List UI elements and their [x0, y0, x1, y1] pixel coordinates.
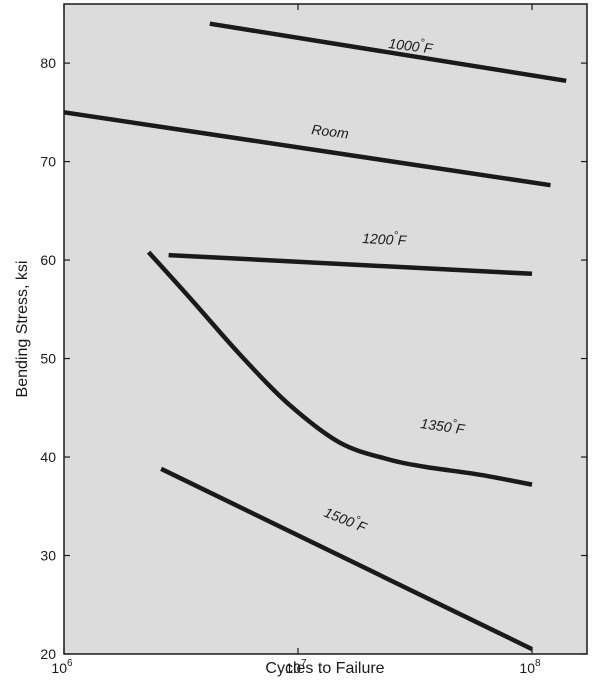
curve-label-1000f: 1000°F	[388, 33, 435, 56]
y-tick-label: 70	[40, 154, 56, 170]
y-tick-label: 40	[40, 449, 56, 465]
x-tick-label: 106	[51, 658, 73, 676]
ticks-layer: 20 30 40 50 60 70 80 106 107 108	[40, 4, 587, 676]
x-axis-title: Cycles to Failure	[265, 660, 384, 677]
curve-label-room: Room	[311, 121, 350, 141]
series-line-1350f	[146, 250, 533, 487]
y-tick-label: 60	[40, 252, 56, 268]
series-line-room	[63, 110, 551, 188]
series-line-1500f	[160, 466, 533, 652]
y-axis-title: Bending Stress, ksi	[14, 261, 31, 398]
y-tick-label: 20	[40, 646, 56, 662]
series-line-1000f	[209, 21, 567, 84]
series-line-1200f	[168, 252, 533, 277]
y-tick-label: 30	[40, 548, 56, 564]
y-tick-label: 80	[40, 55, 56, 71]
plot-background	[63, 3, 588, 655]
x-tick-label: 108	[519, 658, 541, 676]
series-layer	[63, 21, 567, 652]
curve-label-1200f: 1200°F	[362, 228, 408, 248]
y-tick-label: 50	[40, 351, 56, 367]
x-tick-label: 107	[285, 658, 307, 676]
